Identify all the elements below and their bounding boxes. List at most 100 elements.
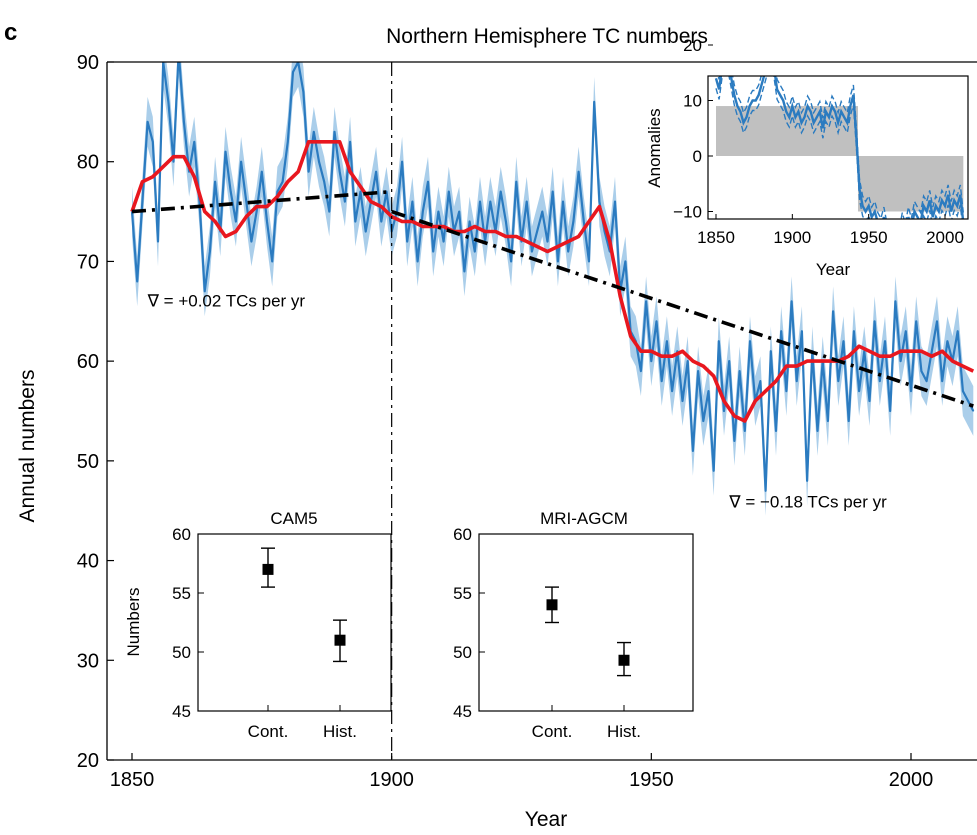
annual-point [256,210,258,213]
annual-point [546,240,549,243]
main-series [130,62,975,516]
annual-point [333,131,336,133]
annual-point [832,310,834,312]
cam5-y-tick-label-60: 60 [172,525,191,544]
annual-point [261,171,263,173]
annual-point [282,181,284,183]
annual-point [681,400,684,402]
annual-point [759,380,761,382]
mri-x-tick-label-0: Cont. [532,722,573,741]
annual-point [552,191,554,193]
x-tick-label-1950: 1950 [629,769,674,791]
annual-point [427,181,429,183]
mri-ticks: 45 50 55 60 Cont. Hist. [453,525,641,741]
annual-point [468,220,471,223]
annual-point [889,410,891,412]
anomaly-x-tick-label-2000: 2000 [926,228,964,247]
annual-point [292,71,294,73]
main-chart-ylabel: Annual numbers [16,370,39,523]
cam5-x-tick-label-0: Cont. [248,722,289,741]
annual-point [931,350,933,352]
annual-point [411,201,414,203]
cam5-y-tick-label-55: 55 [172,584,191,603]
annual-point [837,380,839,382]
annual-point [271,260,273,263]
cam5-ticks: 45 50 55 60 Cont. Hist. [172,525,357,741]
cam5-point-1 [334,634,346,646]
annual-point [780,330,782,332]
annual-point [785,390,787,392]
anomaly-x-tick-label-1850: 1850 [697,228,735,247]
annual-point [764,490,767,492]
annual-point [183,121,185,123]
annual-point [458,210,460,213]
y-tick-label-60: 60 [77,351,99,373]
annual-point [842,340,845,342]
annual-point [276,191,279,193]
anomaly-lower-line [715,76,963,219]
annual-point [666,340,668,342]
trend-annotation-early: ∇ = +0.02 TCs per yr [147,291,306,310]
annual-point [920,370,922,372]
inset-mri-frame [478,533,694,712]
panel-label: c [4,19,17,46]
annual-point [541,210,543,213]
annual-point [697,370,699,372]
annual-point [240,161,242,163]
cam5-point-0 [262,563,274,575]
annual-point [406,240,408,243]
annual-point [723,410,725,412]
annual-point [167,101,169,103]
annual-point [302,91,304,93]
annual-point [655,320,658,322]
mri-y-tick-label-55: 55 [453,584,472,603]
annual-point [515,181,517,183]
annual-point [962,390,964,392]
annual-point [479,201,481,203]
main-chart-title: Northern Hemisphere TC numbers [386,25,708,48]
annual-point [640,370,642,372]
main-axes [106,61,977,761]
annual-point [572,220,575,223]
annual-point [401,161,403,163]
cam5-x-tick-label-1: Hist. [323,722,357,741]
inset-anomalies-xlabel: Year [816,260,851,279]
y-tick-label-80: 80 [77,152,99,174]
annual-point [593,101,595,103]
annual-point [209,250,211,253]
annual-point [224,151,227,153]
annual-point [671,390,673,392]
main-x-ticks: 1850 1900 1950 2000 [110,753,933,791]
main-y-ticks: 20 30 40 50 60 70 80 90 [77,52,114,772]
mri-point-0 [546,599,558,611]
annual-point [848,420,850,422]
annual-point [510,260,512,263]
annual-point [437,210,440,213]
smoothed-series-line [130,140,975,423]
annual-point [884,340,886,342]
annual-point [692,450,694,452]
annual-point [214,181,216,183]
inset-cam5: CAM5 Numbers 45 50 55 60 Cont. Hist. [124,509,392,741]
annual-point [858,390,860,392]
y-tick-label-70: 70 [77,251,99,273]
annual-point [323,181,325,183]
annual-point [141,201,143,203]
cam5-y-tick-label-50: 50 [172,643,191,662]
annual-point [443,240,445,243]
annual-point [739,370,741,372]
inset-mri: MRI-AGCM 45 50 55 60 Cont. Hist. [453,509,694,741]
annual-point [235,220,237,223]
annual-point [894,300,897,302]
annual-point [489,201,491,203]
inset-cam5-title: CAM5 [270,509,317,528]
trend-annotation-late: ∇ = −0.18 TCs per yr [728,493,887,512]
inset-mri-title: MRI-AGCM [540,509,628,528]
anomaly-y-tick-label--10: −10 [673,203,702,222]
y-tick-label-50: 50 [77,451,99,473]
inset-anomalies: −10 0 10 20 1850 1900 1950 2000 Anomalies Year [645,36,969,279]
y-tick-label-40: 40 [77,551,99,573]
annual-point [972,410,974,412]
annual-point [531,250,533,253]
